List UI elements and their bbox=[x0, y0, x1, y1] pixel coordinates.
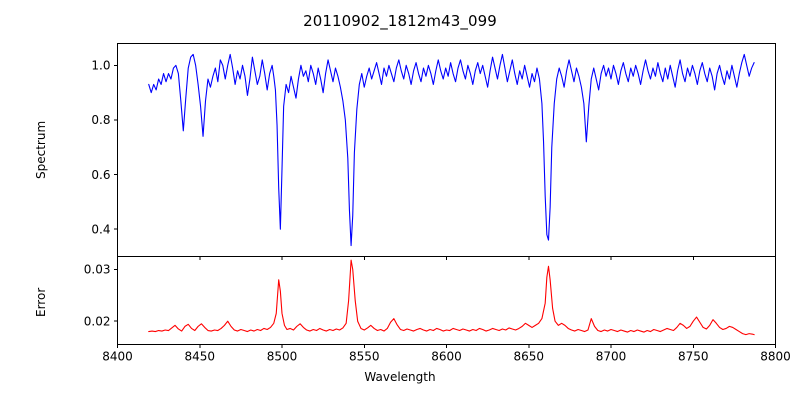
spectrum-line bbox=[148, 53, 755, 247]
svg-text:0.03: 0.03 bbox=[84, 263, 111, 277]
spectrum-x-ticks bbox=[117, 256, 776, 260]
spectrum-y-ticks: 0.4 0.6 0.8 1.0 bbox=[91, 59, 118, 236]
page-title: 20110902_1812m43_099 bbox=[303, 12, 497, 30]
error-x-ticks: 8400 8450 8500 8550 8600 8650 8700 8750 8800 bbox=[102, 344, 791, 364]
svg-text:0.02: 0.02 bbox=[84, 314, 111, 328]
svg-text:1.0: 1.0 bbox=[91, 59, 110, 73]
error-axes-frame bbox=[117, 256, 776, 345]
svg-text:8700: 8700 bbox=[596, 350, 627, 364]
svg-text:8550: 8550 bbox=[349, 350, 380, 364]
svg-text:8650: 8650 bbox=[513, 350, 544, 364]
svg-text:0.4: 0.4 bbox=[91, 222, 110, 236]
error-panel: 0.02 0.03 8400 8450 8500 8550 8600 8650 8700 875… bbox=[84, 256, 791, 364]
svg-text:8400: 8400 bbox=[102, 350, 133, 364]
x-axis-label: Wavelength bbox=[364, 370, 436, 384]
error-line bbox=[148, 259, 755, 336]
error-y-ticks: 0.02 0.03 bbox=[84, 263, 118, 328]
spectrum-panel: 0.4 0.6 0.8 1.0 bbox=[91, 43, 776, 260]
svg-text:8800: 8800 bbox=[760, 350, 791, 364]
svg-text:0.8: 0.8 bbox=[91, 113, 110, 127]
svg-text:8450: 8450 bbox=[184, 350, 215, 364]
svg-text:0.6: 0.6 bbox=[91, 168, 110, 182]
svg-text:8600: 8600 bbox=[431, 350, 462, 364]
svg-text:8500: 8500 bbox=[267, 350, 298, 364]
svg-text:8750: 8750 bbox=[678, 350, 709, 364]
